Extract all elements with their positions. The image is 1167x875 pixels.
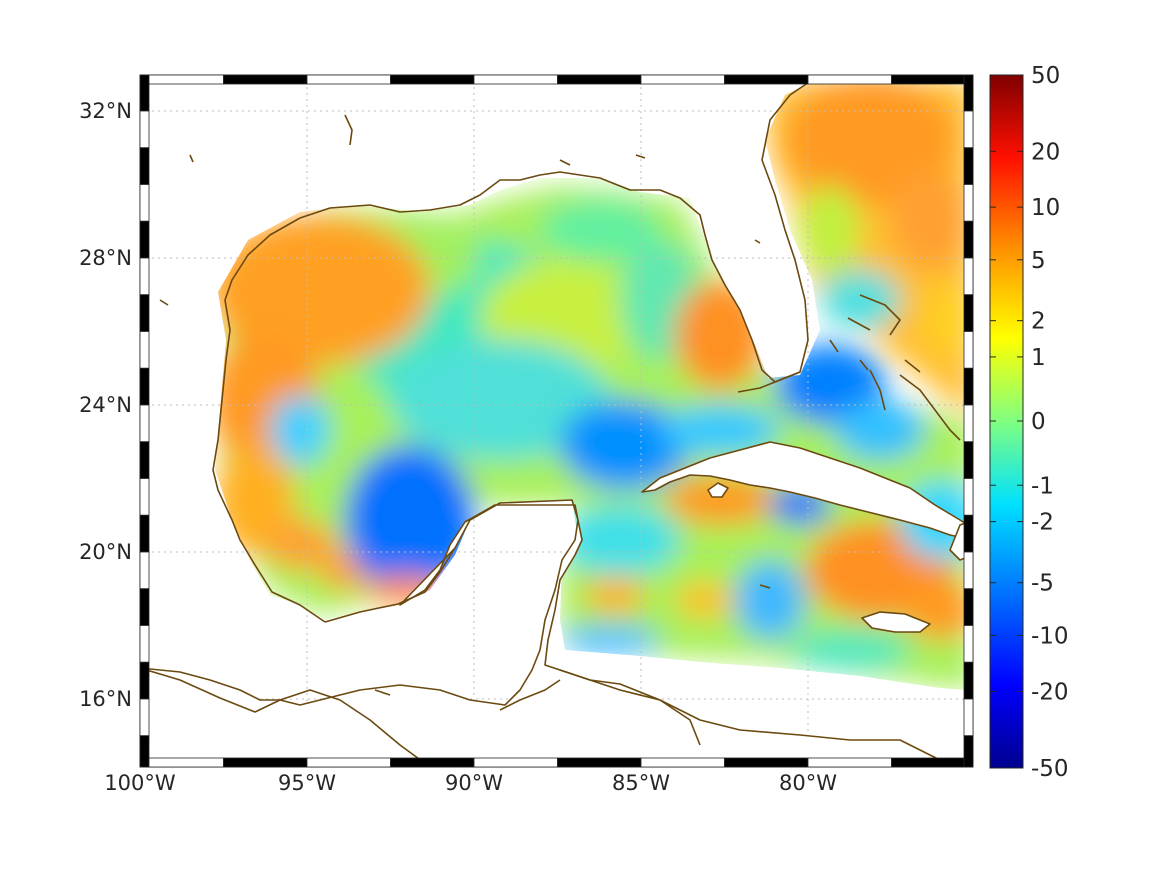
frame-segment [306,757,391,768]
latitude-tick-label: 16°N [79,687,132,711]
longitude-tick-label: 90°W [445,771,503,795]
frame-segment [139,514,150,553]
frame-segment [473,74,558,85]
latitude-tick-label: 32°N [79,99,132,123]
frame-segment [963,74,974,112]
frame-segment [963,367,974,406]
frame-segment [891,757,974,768]
frame-segment [963,625,974,663]
frame-segment [963,588,974,626]
frame-segment [139,588,150,626]
frame-segment [139,220,150,259]
frame-segment [139,441,150,479]
colorbar-tick-label: 1 [1031,345,1046,371]
longitude-tick-label: 100°W [104,771,176,795]
frame-segment [963,404,974,443]
frame-segment [390,757,475,768]
frame-segment [963,257,974,296]
frame-segment [557,74,642,85]
frame-segment [963,331,974,369]
frame-segment [139,110,150,149]
colorbar-tick-label: 5 [1031,248,1046,274]
frame-segment [139,757,224,768]
frame-segment [139,294,150,332]
frame-segment [139,74,150,112]
frame-segment [390,74,475,85]
frame-segment [891,74,974,85]
frame-segment [139,367,150,406]
frame-segment [139,551,150,590]
longitude-axis: 100°W 95°W 90°W 85°W 80°W [104,771,837,795]
colorbar-tick-label: -20 [1031,679,1069,705]
frame-segment [223,74,308,85]
frame-segment [139,147,150,185]
colorbar-tick-label: 50 [1031,63,1060,89]
frame-segment [139,698,150,737]
frame-segment [963,478,974,516]
anomaly-field [140,75,973,767]
colorbar-tick-label: -50 [1031,756,1069,782]
frame-segment [963,147,974,185]
frame-segment [807,757,892,768]
latitude-tick-label: 24°N [79,393,132,417]
colorbar-tick-label: 20 [1031,139,1060,165]
frame-segment [963,735,974,768]
longitude-tick-label: 80°W [779,771,837,795]
frame-segment [139,735,150,768]
frame-segment [963,514,974,553]
frame-segment [963,661,974,700]
frame-segment [139,74,224,85]
frame-segment [139,661,150,700]
coastlines [140,77,973,767]
frame-segment [640,74,725,85]
frame-segment [139,404,150,443]
frame-segment [963,220,974,259]
frame-segment [557,757,642,768]
frame-segment [963,551,974,590]
longitude-tick-label: 85°W [612,771,670,795]
frame-segment [963,184,974,222]
latitude-axis: 32°N 28°N 24°N 20°N 16°N [79,99,132,711]
map-frame [139,74,974,768]
colorbar-tick-label: 2 [1031,309,1046,335]
frame-segment [807,74,892,85]
frame-segment [139,184,150,222]
colorbar-tick-label: 0 [1031,409,1046,435]
frame-segment [963,441,974,479]
frame-segment [223,757,308,768]
map-graticule [140,75,973,767]
frame-segment [139,478,150,516]
colorbar-tick-label: -2 [1031,510,1054,536]
frame-segment [306,74,391,85]
latitude-tick-label: 20°N [79,540,132,564]
frame-segment [139,331,150,369]
frame-segment [139,257,150,296]
colorbar-tick-label: -5 [1031,571,1054,597]
latitude-tick-label: 28°N [79,246,132,270]
frame-segment [139,625,150,663]
frame-segment [724,74,809,85]
longitude-tick-label: 95°W [278,771,336,795]
frame-segment [473,757,558,768]
frame-segment [724,757,809,768]
frame-segment [963,294,974,332]
frame-segment [640,757,725,768]
colorbar-tick-label: 10 [1031,195,1060,221]
colorbar-tick-label: -10 [1031,623,1069,649]
frame-segment [963,698,974,737]
frame-segment [963,110,974,149]
colorbar-tick-label: -1 [1031,473,1054,499]
